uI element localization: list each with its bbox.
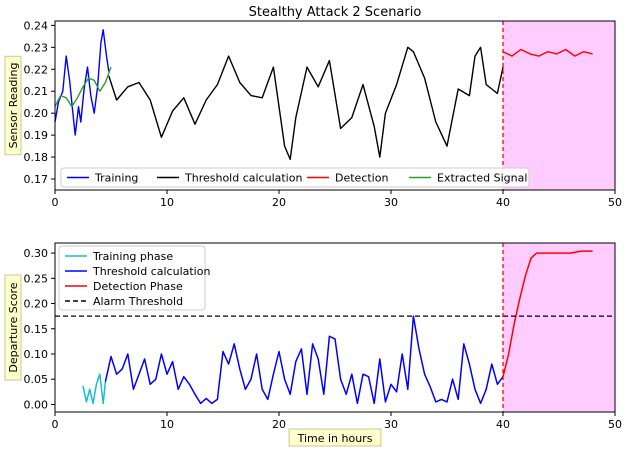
y-tick-label: 0.22 bbox=[24, 63, 49, 76]
x-tick-label: 40 bbox=[496, 196, 510, 209]
series-line-training-phase bbox=[82, 373, 107, 405]
series-line-detection bbox=[502, 48, 593, 57]
y-tick-label: 0.23 bbox=[24, 41, 49, 54]
x-tick-label: 50 bbox=[608, 418, 622, 431]
x-tick-label: 20 bbox=[272, 196, 286, 209]
y-tick-label: 0.30 bbox=[24, 247, 49, 260]
legend-label: Extracted Signal bbox=[437, 172, 527, 185]
y-tick-label: 0.20 bbox=[24, 107, 49, 120]
x-tick-label: 20 bbox=[272, 418, 286, 431]
y-tick-label: 0.24 bbox=[24, 19, 49, 32]
y-tick-label: 0.19 bbox=[24, 129, 49, 142]
y-axis-label: Sensor Reading bbox=[7, 63, 20, 149]
x-tick-label: 0 bbox=[52, 196, 59, 209]
x-tick-label: 10 bbox=[160, 196, 174, 209]
x-axis-label-box bbox=[288, 428, 382, 447]
detection-region bbox=[503, 21, 615, 190]
legend-label: Threshold calculation bbox=[92, 265, 210, 278]
series-line-training bbox=[54, 29, 110, 136]
y-tick-label: 0.15 bbox=[24, 323, 49, 336]
legend-label: Threshold calculation bbox=[184, 172, 302, 185]
legend-label: Detection Phase bbox=[93, 280, 183, 293]
x-axis-label: Time in hours bbox=[297, 432, 373, 445]
y-tick-label: 0.10 bbox=[24, 348, 49, 361]
y-axis-label: Departure Score bbox=[7, 282, 20, 372]
y-tick-label: 0.21 bbox=[24, 85, 49, 98]
legend-box bbox=[58, 245, 206, 311]
legend-label: Detection bbox=[335, 172, 388, 185]
y-tick-label: 0.18 bbox=[24, 151, 49, 164]
y-tick-label: 0.25 bbox=[24, 272, 49, 285]
legend-box bbox=[60, 167, 530, 188]
y-axis-label-group: Sensor Reading bbox=[4, 55, 22, 156]
sensor-reading-panel: Stealthy Attack 2 Scenario 0 10 20 30 40 50 0.… bbox=[4, 5, 622, 209]
series-line-threshold-calculation bbox=[108, 46, 504, 160]
series-line-threshold-calculation bbox=[104, 315, 504, 405]
detection-region bbox=[503, 243, 615, 412]
legend-label: Training bbox=[94, 172, 138, 185]
series-line-extracted-signal bbox=[54, 66, 112, 108]
legend-label: Alarm Threshold bbox=[93, 295, 183, 308]
x-tick-label: 50 bbox=[608, 196, 622, 209]
x-tick-label: 30 bbox=[384, 196, 398, 209]
y-axis-label-box bbox=[4, 274, 22, 381]
y-axis-label-group: Departure Score bbox=[4, 274, 22, 381]
series-line-detection-phase bbox=[502, 250, 593, 377]
plot-frame bbox=[54, 20, 616, 191]
departure-score-panel: 0 10 20 30 40 500.000.050.100.150.200.250.30 … bbox=[4, 242, 622, 447]
x-tick-label: 40 bbox=[496, 418, 510, 431]
y-tick-label: 0.20 bbox=[24, 298, 49, 311]
legend-label: Training phase bbox=[92, 250, 173, 263]
x-tick-label: 30 bbox=[384, 418, 398, 431]
y-tick-label: 0.00 bbox=[24, 398, 49, 411]
y-tick-label: 0.17 bbox=[24, 173, 49, 186]
plot-frame bbox=[54, 242, 616, 413]
y-axis-label-box bbox=[4, 55, 22, 156]
chart-title: Stealthy Attack 2 Scenario bbox=[249, 5, 422, 20]
y-tick-label: 0.05 bbox=[24, 373, 49, 386]
x-tick-label: 0 bbox=[52, 418, 59, 431]
x-tick-label: 10 bbox=[160, 418, 174, 431]
